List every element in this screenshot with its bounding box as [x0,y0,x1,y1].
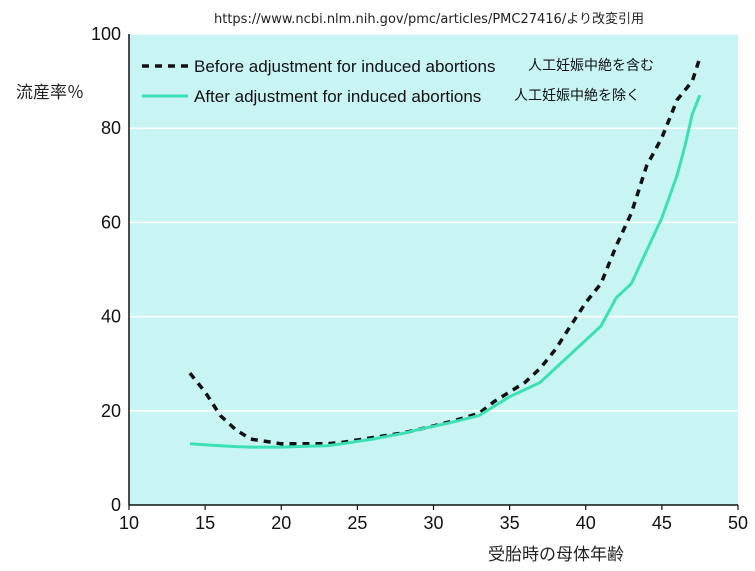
x-tick-label: 15 [195,513,215,533]
x-tick-label: 10 [119,513,139,533]
legend-label-1: Before adjustment for induced abortions [194,57,495,76]
legend-label-2: After adjustment for induced abortions [194,87,481,106]
legend: Before adjustment for induced abortions 人… [142,57,654,106]
legend-label-ja-1: 人工妊娠中絶を含む [528,57,654,73]
source-note: https://www.ncbi.nlm.nih.gov/pmc/article… [214,12,644,27]
y-tick-label: 60 [101,212,121,232]
grid [128,33,738,506]
x-tick-label: 45 [652,513,672,533]
series-line-2 [189,94,702,449]
tick-labels: 0 20 40 60 80 100 10 15 20 25 30 35 40 45 50 [91,24,748,533]
y-tick-label: 100 [91,24,121,44]
x-axis-label: 受胎時の母体年齢 [488,545,624,565]
y-tick-label: 20 [101,401,121,421]
y-tick-label: 40 [101,307,121,327]
x-tick-label: 35 [500,513,520,533]
x-tick-label: 30 [423,513,443,533]
x-tick-label: 50 [728,513,748,533]
y-axis-label: 流産率％ [16,83,84,103]
series-lines [188,57,702,449]
x-tick-label: 20 [271,513,291,533]
y-tick-label: 80 [101,118,121,138]
x-tick-label: 25 [347,513,367,533]
x-tick-label: 40 [576,513,596,533]
legend-label-ja-2: 人工妊娠中絶を除く [514,87,640,103]
y-tick-label: 0 [111,495,121,515]
